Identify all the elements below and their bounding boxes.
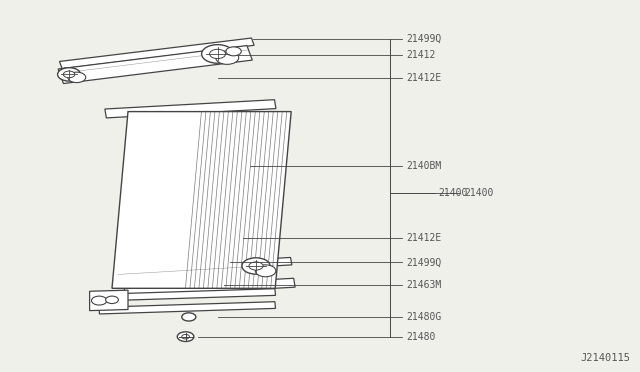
Circle shape	[182, 334, 189, 339]
Text: 21499Q: 21499Q	[406, 34, 442, 44]
Polygon shape	[58, 45, 252, 84]
Text: 21412: 21412	[406, 50, 436, 60]
Circle shape	[106, 296, 118, 304]
Polygon shape	[60, 38, 254, 69]
Text: 2140BM: 2140BM	[406, 161, 442, 170]
Circle shape	[58, 68, 81, 81]
Polygon shape	[117, 261, 276, 284]
Circle shape	[202, 45, 234, 63]
Circle shape	[210, 49, 226, 58]
Text: 21463M: 21463M	[406, 280, 442, 289]
Circle shape	[242, 258, 270, 274]
Circle shape	[92, 296, 107, 305]
Text: 21412E: 21412E	[406, 73, 442, 83]
Polygon shape	[99, 302, 275, 314]
Circle shape	[216, 51, 239, 64]
Polygon shape	[118, 257, 292, 275]
Circle shape	[226, 47, 241, 56]
Polygon shape	[90, 290, 128, 311]
Text: 21400: 21400	[464, 189, 493, 198]
Circle shape	[249, 262, 263, 270]
Circle shape	[255, 265, 276, 277]
Text: J2140115: J2140115	[580, 353, 630, 363]
Circle shape	[182, 313, 196, 321]
Polygon shape	[105, 100, 276, 118]
Circle shape	[63, 71, 75, 78]
Text: 21499Q: 21499Q	[406, 257, 442, 267]
Text: 21480G: 21480G	[406, 312, 442, 322]
Circle shape	[177, 332, 194, 341]
Circle shape	[68, 72, 86, 83]
Polygon shape	[124, 278, 295, 296]
Polygon shape	[99, 289, 275, 301]
Text: 21400: 21400	[438, 189, 468, 198]
Polygon shape	[112, 112, 291, 288]
Text: 21412E: 21412E	[406, 233, 442, 243]
Text: 21480: 21480	[406, 332, 436, 341]
